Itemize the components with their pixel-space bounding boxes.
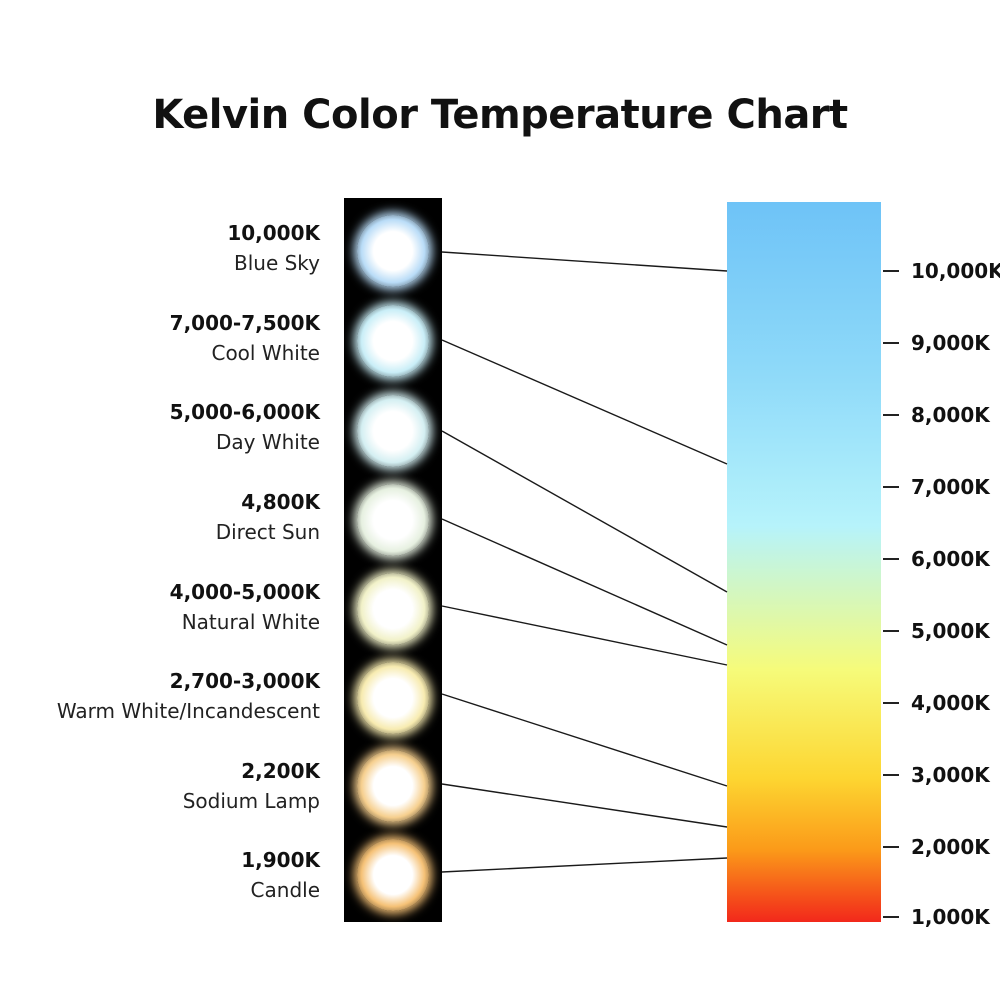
source-kelvin: 4,800K — [241, 490, 320, 514]
scale-tick-label: 8,000K — [911, 403, 990, 427]
scale-tick — [883, 342, 899, 344]
source-name: Sodium Lamp — [182, 789, 320, 813]
source-name: Day White — [215, 430, 320, 454]
scale-tick-label: 2,000K — [911, 835, 990, 859]
scale-tick — [883, 846, 899, 848]
scale-tick — [883, 414, 899, 416]
connector-line — [441, 693, 728, 787]
connector-line — [441, 518, 728, 646]
scale-tick-label: 9,000K — [911, 331, 990, 355]
source-name: Direct Sun — [215, 520, 320, 544]
scale-tick — [883, 270, 899, 272]
source-label-blue-sky: 10,000K Blue Sky — [227, 218, 320, 278]
light-bulb-swatch — [357, 662, 429, 734]
scale-tick-label: 4,000K — [911, 691, 990, 715]
source-kelvin: 4,000-5,000K — [169, 580, 320, 604]
scale-tick — [883, 774, 899, 776]
source-label-direct-sun: 4,800K Direct Sun — [216, 487, 320, 547]
source-kelvin: 2,200K — [241, 759, 320, 783]
source-label-candle: 1,900K Candle — [241, 845, 320, 905]
scale-tick — [883, 630, 899, 632]
scale-tick — [883, 702, 899, 704]
connector-line — [441, 605, 728, 666]
light-bulb-swatch — [357, 573, 429, 645]
light-bulb-swatch — [357, 484, 429, 556]
source-name: Warm White/Incandescent — [56, 699, 320, 723]
scale-tick — [883, 486, 899, 488]
chart-title: Kelvin Color Temperature Chart — [152, 92, 848, 138]
source-name: Natural White — [181, 610, 320, 634]
light-bulb-swatch — [357, 750, 429, 822]
source-label-day-white: 5,000-6,000K Day White — [170, 397, 320, 457]
connector-line — [441, 783, 728, 828]
source-label-cool-white: 7,000-7,500K Cool White — [170, 308, 320, 368]
source-kelvin: 7,000-7,500K — [169, 311, 320, 335]
source-kelvin: 5,000-6,000K — [169, 400, 320, 424]
light-bulb-swatch — [357, 839, 429, 911]
scale-tick-label: 10,000K — [911, 259, 1000, 283]
scale-tick-label: 7,000K — [911, 475, 990, 499]
light-bulb-swatch — [357, 395, 429, 467]
source-label-sodium-lamp: 2,200K Sodium Lamp — [183, 756, 320, 816]
source-name: Candle — [250, 878, 320, 902]
source-label-warm-white: 2,700-3,000K Warm White/Incandescent — [57, 666, 320, 726]
light-bulb-swatch — [357, 305, 429, 377]
connector-line — [441, 857, 728, 873]
source-name: Cool White — [211, 341, 320, 365]
connector-line — [441, 339, 728, 465]
scale-tick-label: 1,000K — [911, 905, 990, 929]
kelvin-gradient-scale — [727, 202, 881, 922]
scale-tick-label: 5,000K — [911, 619, 990, 643]
source-kelvin: 1,900K — [241, 848, 320, 872]
connector-line — [441, 251, 728, 272]
scale-tick-label: 3,000K — [911, 763, 990, 787]
light-bulb-swatch — [357, 215, 429, 287]
scale-tick-label: 6,000K — [911, 547, 990, 571]
scale-tick — [883, 916, 899, 918]
source-kelvin: 10,000K — [227, 221, 320, 245]
source-kelvin: 2,700-3,000K — [169, 669, 320, 693]
connector-line — [441, 430, 728, 593]
scale-tick — [883, 558, 899, 560]
source-name: Blue Sky — [233, 251, 320, 275]
source-label-natural-white: 4,000-5,000K Natural White — [170, 577, 320, 637]
